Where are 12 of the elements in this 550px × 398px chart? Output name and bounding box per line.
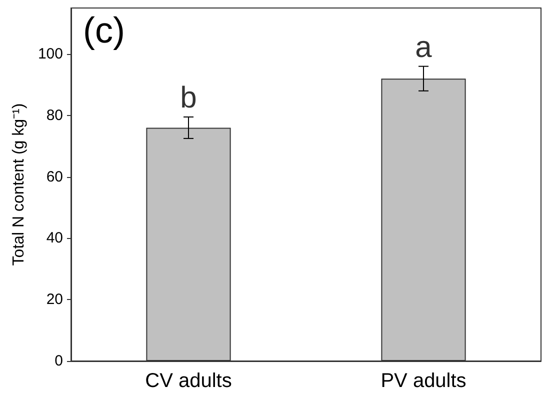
y-tick-label: 20 [46, 291, 63, 308]
y-tick-label: 40 [46, 230, 63, 247]
x-tick-label: PV adults [380, 370, 466, 392]
y-tick-label: 100 [38, 46, 63, 63]
annotation: a [415, 30, 432, 64]
annotation: (c) [83, 10, 125, 50]
annotation: b [180, 81, 197, 114]
y-tick-label: 0 [54, 352, 63, 370]
y-tick-label: 80 [46, 106, 63, 124]
y-axis-title: Total N content (g kg⁻¹) [10, 103, 28, 266]
y-tick-label: 60 [46, 168, 63, 186]
x-tick-label: CV adults [145, 370, 232, 392]
